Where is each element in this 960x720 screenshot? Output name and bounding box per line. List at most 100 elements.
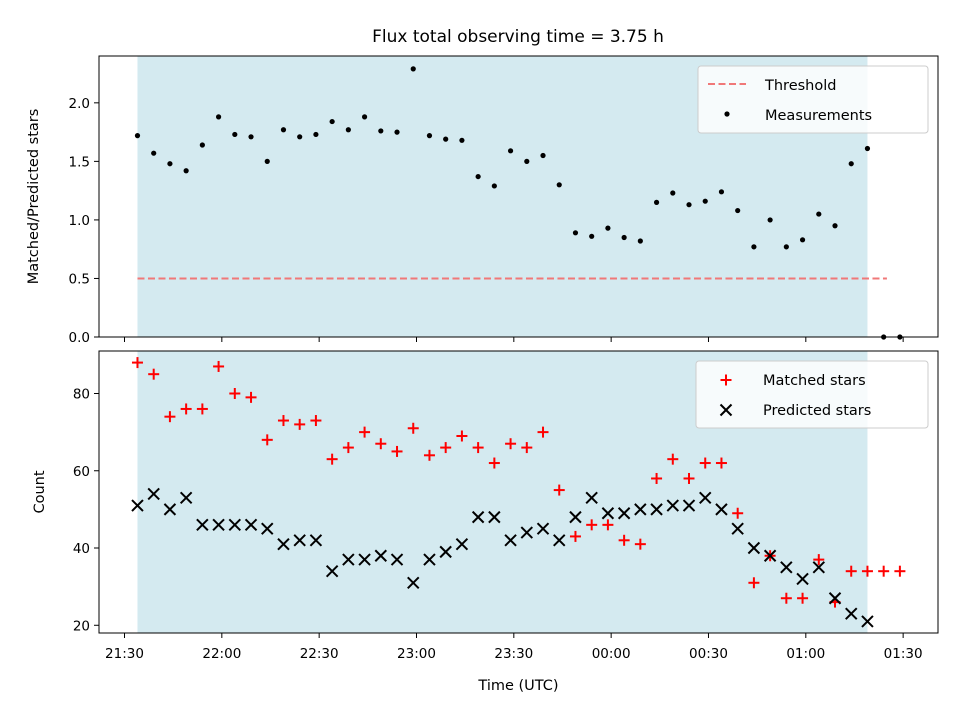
x-marker-b xyxy=(719,403,733,417)
top-axes: 0.0 0.5 1.0 1.5 2.0 xyxy=(69,55,939,346)
matched-star-point xyxy=(375,438,387,450)
matched-stars-series xyxy=(131,357,906,608)
measurement-point xyxy=(718,189,725,195)
measurement-point xyxy=(572,230,579,236)
matched-star-point xyxy=(472,442,484,454)
top-ytick-label: 1.0 xyxy=(69,213,90,229)
matched-star-point xyxy=(715,457,727,469)
matched-star-point xyxy=(878,565,890,577)
predicted-star-point xyxy=(780,561,793,574)
predicted-star-point xyxy=(342,553,355,566)
matched-star-point xyxy=(797,592,809,604)
bottom-ytick-label: 80 xyxy=(73,386,90,402)
top-y-axis-label: Matched/Predicted stars xyxy=(26,109,42,285)
x-marker-b xyxy=(390,553,404,566)
bottom-legend-box xyxy=(695,360,929,429)
matched-star-point xyxy=(359,426,371,438)
matched-star-point xyxy=(423,449,435,461)
x-marker-b xyxy=(828,592,842,605)
predicted-star-point xyxy=(471,510,485,524)
matched-star-point xyxy=(732,507,744,519)
matched-star-point xyxy=(294,418,306,430)
predicted-star-point xyxy=(261,522,274,535)
predicted-star-point xyxy=(682,499,696,512)
x-marker-b xyxy=(699,491,712,505)
measurement-point xyxy=(151,150,157,156)
matched-star-point xyxy=(894,565,906,577)
bottom-xtick-label: 22:30 xyxy=(300,646,339,662)
x-marker-b xyxy=(471,510,485,524)
matched-star-point xyxy=(229,387,241,399)
measurement-point xyxy=(167,161,173,167)
top-legend-box xyxy=(697,65,929,134)
measurement-point xyxy=(459,137,465,143)
x-marker-b xyxy=(536,522,550,535)
measurement-point xyxy=(134,133,141,139)
measurement-point xyxy=(443,136,449,142)
measurement-point xyxy=(767,217,773,223)
predicted-star-point xyxy=(325,564,339,578)
x-marker-b xyxy=(309,534,323,547)
x-marker-b xyxy=(715,503,728,516)
x-marker-b xyxy=(553,534,566,547)
matched-star-point xyxy=(164,411,176,423)
x-marker-b xyxy=(650,503,663,516)
matched-star-point xyxy=(569,530,581,542)
measurement-point xyxy=(702,198,708,204)
predicted-star-point xyxy=(796,572,809,586)
predicted-star-point xyxy=(650,503,663,516)
measurement-point xyxy=(394,129,400,135)
x-marker-b xyxy=(342,553,355,566)
bottom-xtick-label: 21:30 xyxy=(105,646,144,662)
bottom-ytick-label: 60 xyxy=(73,464,90,480)
measurement-point xyxy=(799,237,806,243)
predicted-star-point xyxy=(553,534,566,547)
bottom-xtick-label: 00:30 xyxy=(689,646,728,662)
x-marker-b xyxy=(763,549,777,562)
measurement-point xyxy=(605,225,611,231)
predicted-star-point xyxy=(747,541,761,555)
x-marker-b xyxy=(179,491,193,505)
measurement-point xyxy=(848,161,854,167)
matched-star-point xyxy=(180,403,192,415)
legend-matched-label: Matched stars xyxy=(763,373,866,389)
measurement-point xyxy=(735,207,741,214)
x-marker-b xyxy=(293,534,306,547)
predicted-star-point xyxy=(731,522,744,535)
x-marker-b xyxy=(747,541,761,555)
measurement-point xyxy=(199,142,205,148)
x-marker-b xyxy=(520,526,534,539)
matched-star-point xyxy=(602,519,614,531)
x-marker-b xyxy=(504,534,517,547)
measurement-point xyxy=(345,127,351,133)
bottom-ytick-label: 20 xyxy=(73,618,90,634)
predicted-star-point xyxy=(634,503,647,516)
measurement-point xyxy=(816,211,822,217)
x-marker-b xyxy=(731,522,744,535)
bottom-xtick-label: 22:00 xyxy=(202,646,241,662)
predicted-star-point xyxy=(520,526,534,539)
x-marker-b xyxy=(131,499,144,512)
matched-star-point xyxy=(131,357,143,369)
x-marker-b xyxy=(455,537,469,551)
matched-star-point xyxy=(618,534,630,546)
matched-star-point xyxy=(521,442,533,454)
matched-star-point xyxy=(196,403,208,415)
top-legend: Threshold Measurements xyxy=(697,65,929,134)
legend-predicted-label: Predicted stars xyxy=(763,403,871,419)
measurement-point xyxy=(507,148,514,154)
matched-star-point xyxy=(748,577,760,589)
x-marker-b xyxy=(261,522,274,535)
matched-star-point xyxy=(488,457,500,469)
x-marker-b xyxy=(407,576,420,589)
predicted-star-point xyxy=(423,553,436,566)
x-marker-b xyxy=(244,518,258,532)
x-marker-b xyxy=(617,507,631,520)
measurement-point xyxy=(670,190,676,196)
legend-measurements-label: Measurements xyxy=(765,108,872,124)
predicted-star-point xyxy=(488,510,501,524)
predicted-star-point xyxy=(439,545,452,559)
predicted-star-point xyxy=(763,549,777,562)
matched-star-point xyxy=(326,453,338,465)
